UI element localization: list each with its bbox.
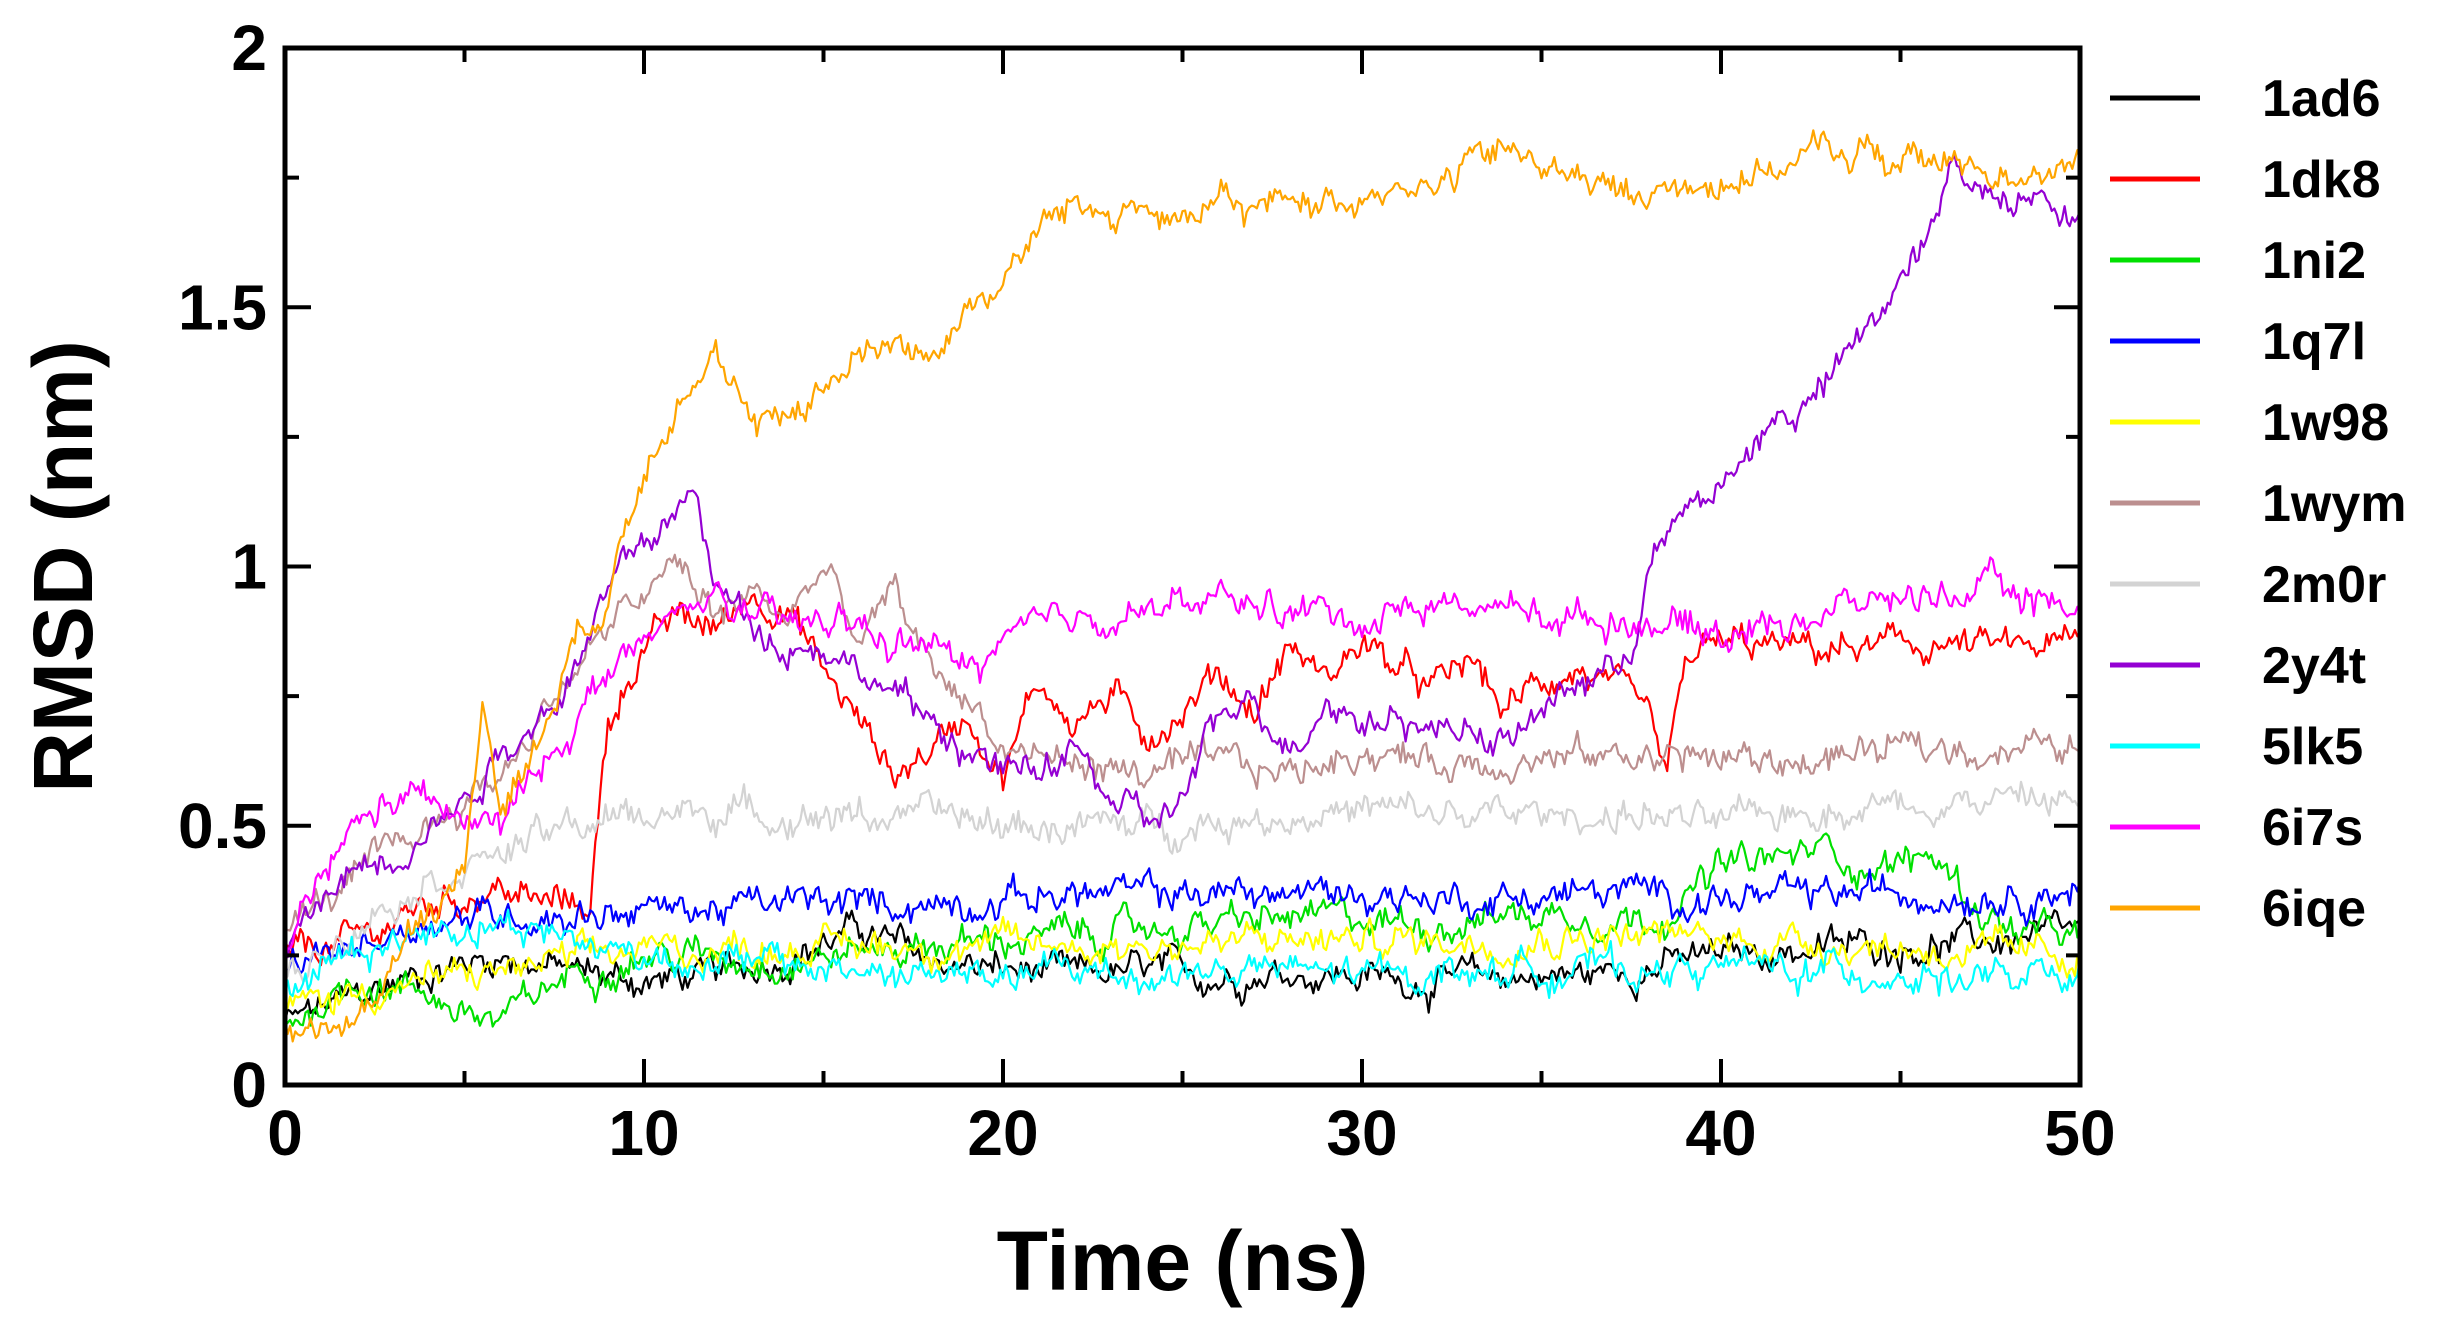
series-line-1wym [284, 553, 2081, 932]
x-tick-label: 0 [267, 1097, 303, 1169]
legend-label-6i7s: 6i7s [2262, 799, 2363, 857]
legend-label-5lk5: 5lk5 [2262, 718, 2363, 776]
legend-label-1ad6: 1ad6 [2262, 70, 2381, 128]
x-tick-label: 40 [1685, 1097, 1756, 1169]
legend-label-1w98: 1w98 [2262, 394, 2389, 452]
axes-layer: 0 10 20 30 40 50 0 0.5 1 1.5 2 Time (ns) RMSD (nm) [16, 12, 2116, 1308]
x-tick-label: 20 [967, 1097, 1038, 1169]
legend: 1ad6 1dk8 1ni2 1q7l 1w98 1wym 2m0r 2y4t 5lk5 6i7s… [2110, 70, 2407, 938]
y-tick-label: 0 [231, 1049, 267, 1121]
series-line-1ad6 [283, 909, 2081, 1024]
legend-label-2y4t: 2y4t [2262, 637, 2366, 695]
series-line-1q7l [284, 867, 2082, 977]
legend-label-1wym: 1wym [2262, 475, 2407, 533]
x-tick-label: 50 [2044, 1097, 2115, 1169]
x-tick-label: 30 [1326, 1097, 1397, 1169]
y-tick-label: 1 [231, 531, 267, 603]
legend-label-6iqe: 6iqe [2262, 880, 2366, 938]
series-line-6i7s [283, 556, 2082, 958]
legend-label-1ni2: 1ni2 [2262, 232, 2366, 290]
legend-label-2m0r: 2m0r [2262, 556, 2386, 614]
series-line-2y4t [283, 153, 2082, 959]
series-line-2m0r [284, 780, 2081, 983]
y-tick-label: 0.5 [178, 790, 267, 862]
series-line-1w98 [284, 915, 2082, 1016]
legend-label-1q7l: 1q7l [2262, 313, 2366, 371]
legend-label-1dk8: 1dk8 [2262, 151, 2381, 209]
series-layer [283, 129, 2082, 1043]
x-tick-label: 10 [608, 1097, 679, 1169]
series-line-5lk5 [284, 908, 2082, 1000]
y-tick-label: 2 [231, 12, 267, 84]
y-tick-label: 1.5 [178, 271, 267, 343]
y-axis-title: RMSD (nm) [16, 340, 110, 793]
x-axis-title: Time (ns) [997, 1214, 1369, 1308]
series-line-6iqe [283, 129, 2082, 1043]
